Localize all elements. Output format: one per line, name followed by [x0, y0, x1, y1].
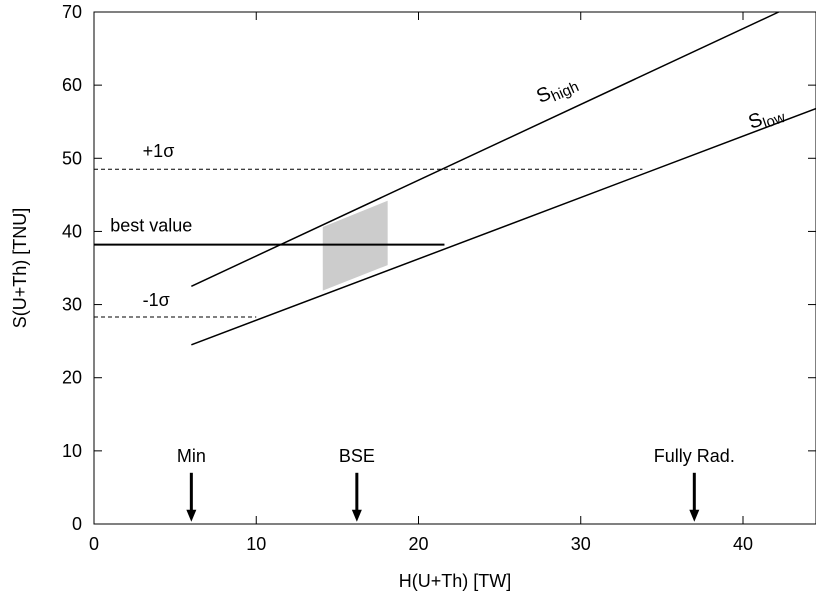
shade-layer	[322, 200, 388, 291]
annotation-bse-label: BSE	[339, 446, 375, 466]
minus-sigma-label: -1σ	[143, 290, 170, 310]
y-tick-label: 0	[72, 514, 82, 534]
best-value-label: best value	[110, 215, 192, 235]
lines-layer	[94, 11, 816, 346]
series-low-line	[191, 107, 816, 346]
y-tick-label: 50	[62, 148, 82, 168]
plot-frame	[93, 11, 816, 525]
shaded-region	[322, 200, 388, 291]
series-high-label: Shigh	[533, 71, 581, 111]
plus-sigma-label: +1σ	[143, 141, 175, 161]
annotation-min-label: Min	[177, 446, 206, 466]
x-tick-label: 0	[89, 534, 99, 554]
y-tick-label: 40	[62, 221, 82, 241]
x-axis-title: H(U+Th) [TW]	[399, 571, 512, 591]
x-tick-label: 30	[571, 534, 591, 554]
x-tick-label: 10	[246, 534, 266, 554]
ticks-layer: 0 10 20 30 40 0 10 20 30 40 50 60 70	[62, 2, 816, 554]
series-high-line	[191, 11, 780, 287]
x-tick-label: 40	[733, 534, 753, 554]
y-tick-label: 60	[62, 75, 82, 95]
annotation-bse-arrow-head	[351, 509, 362, 522]
annotation-min-arrow-head	[186, 509, 197, 522]
y-tick-label: 10	[62, 441, 82, 461]
y-axis-title: S(U+Th) [TNU]	[10, 208, 30, 329]
x-tick-label: 20	[408, 534, 428, 554]
annotation-fully-rad-arrow-head	[689, 509, 700, 522]
annotation-fully-rad-label: Fully Rad.	[654, 446, 735, 466]
y-tick-label: 30	[62, 295, 82, 315]
y-tick-label: 20	[62, 368, 82, 388]
y-tick-label: 70	[62, 2, 82, 22]
